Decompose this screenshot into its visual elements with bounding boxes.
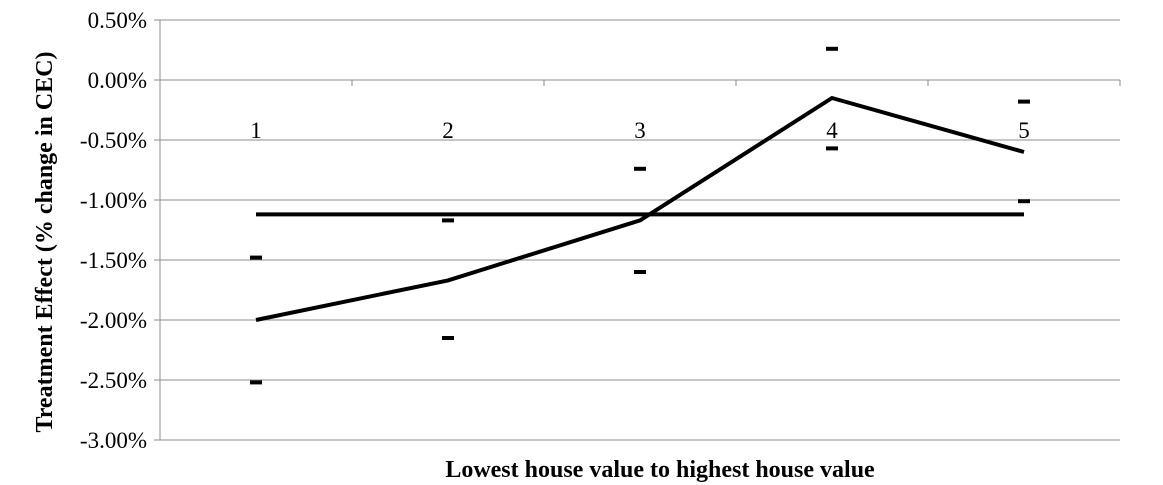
- y-tick-label: 0.50%: [88, 8, 147, 33]
- x-axis-title: Lowest house value to highest house valu…: [445, 457, 875, 483]
- category-labels: 1 2 3 4 5: [250, 118, 1030, 143]
- category-label: 1: [250, 118, 262, 143]
- category-label: 2: [442, 118, 454, 143]
- treatment-effect-line: [255, 95, 1025, 322]
- y-tick-label: -1.50%: [80, 248, 147, 273]
- y-tick-label: -0.50%: [80, 128, 147, 153]
- y-tick-label: -2.50%: [80, 368, 147, 393]
- y-tick-label: -2.00%: [80, 308, 147, 333]
- series-lines: [255, 95, 1025, 322]
- axes: [154, 19, 1121, 441]
- y-axis-title: Treatment Effect (% change in CEC): [32, 51, 58, 432]
- y-tick-labels: 0.50% 0.00% -0.50% -1.00% -1.50% -2.00% -2.50%…: [80, 8, 147, 453]
- gridlines: [160, 19, 1120, 441]
- y-tick-label: -3.00%: [80, 428, 147, 453]
- y-tick-label: 0.00%: [88, 68, 147, 93]
- y-tick-label: -1.00%: [80, 188, 147, 213]
- category-label: 3: [634, 118, 646, 143]
- category-label: 5: [1018, 118, 1030, 143]
- category-label: 4: [826, 118, 838, 143]
- confidence-bounds: [250, 46, 1030, 385]
